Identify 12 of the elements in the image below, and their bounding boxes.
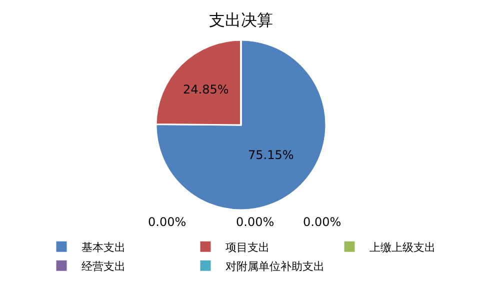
text: 0.00%: [303, 215, 342, 229]
data-label: 24.85%: [183, 82, 229, 97]
legend-label: 基本支出: [82, 240, 126, 254]
chart-title: 支出决算: [209, 10, 273, 30]
text: 0.00%: [236, 215, 274, 229]
legend-label: 经营支出: [82, 260, 126, 273]
data-label: 75.15%: [248, 148, 294, 162]
text: 0.00%: [148, 215, 186, 229]
pie-slice: [155, 39, 327, 211]
legend-label: 项目支出: [226, 240, 270, 254]
legend-label: 对附属单位补助支出: [226, 260, 324, 273]
legend-label: 上缴上级支出: [370, 240, 436, 254]
